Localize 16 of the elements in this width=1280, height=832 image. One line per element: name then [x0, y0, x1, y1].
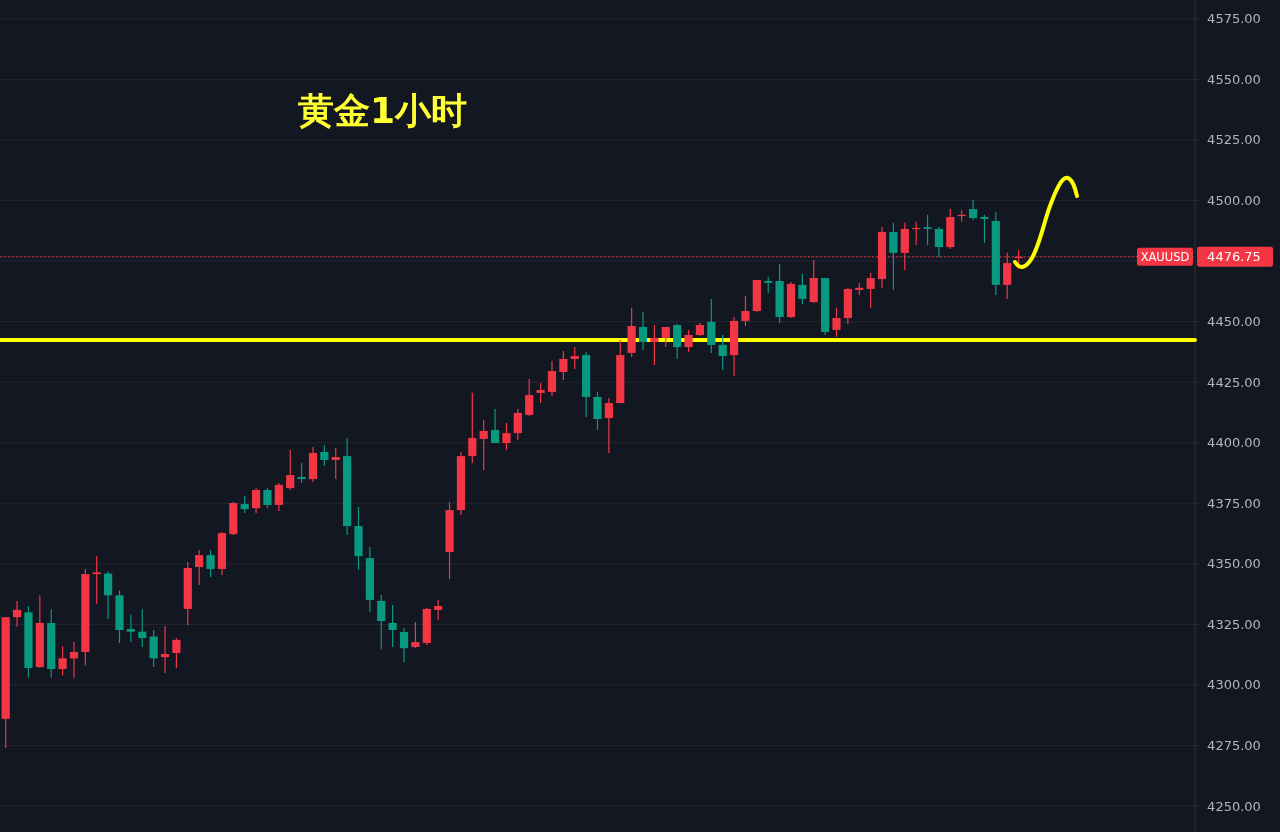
- text: 黄金1小时: [298, 90, 468, 131]
- y-tick-label: 4250.00: [1207, 798, 1261, 814]
- y-tick-label: 4325.00: [1207, 616, 1261, 632]
- y-tick-label: 4350.00: [1207, 556, 1261, 572]
- y-tick-label: 4275.00: [1207, 738, 1261, 754]
- y-tick-label: 4575.00: [1207, 11, 1261, 27]
- y-tick-label: 4550.00: [1207, 71, 1261, 87]
- y-tick-label: 4425.00: [1207, 374, 1261, 390]
- y-tick-label: 4500.00: [1207, 193, 1261, 209]
- price-tag: 4476.75: [1197, 246, 1273, 267]
- y-tick-label: 4300.00: [1207, 677, 1261, 693]
- ref-line-label: XAUUSD: [1140, 250, 1190, 265]
- y-tick-label: 4400.00: [1207, 435, 1261, 451]
- y-tick-label: 4525.00: [1207, 132, 1261, 148]
- y-tick-label: 4375.00: [1207, 495, 1261, 511]
- y-tick-label: 4450.00: [1207, 314, 1261, 330]
